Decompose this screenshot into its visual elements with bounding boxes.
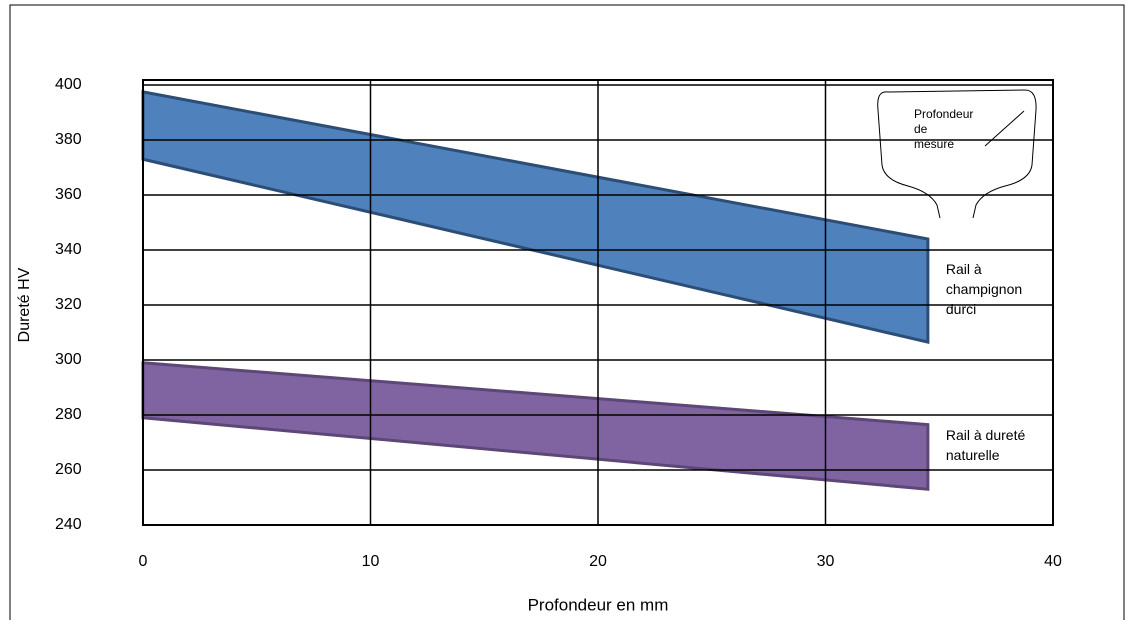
- y-tick-label: 340: [55, 241, 82, 258]
- page: Dureté HV Profondeur en mm Profondeur de…: [0, 0, 1135, 620]
- x-tick-label: 40: [1044, 553, 1062, 570]
- y-tick-label: 260: [55, 461, 82, 478]
- y-tick-label: 280: [55, 406, 82, 423]
- series-label: Rail à champignon durci: [946, 259, 1041, 319]
- y-tick-label: 300: [55, 351, 82, 368]
- series-label: Rail à dureté naturelle: [946, 425, 1041, 465]
- x-axis-title: Profondeur en mm: [528, 595, 669, 614]
- x-tick-label: 10: [362, 553, 380, 570]
- inset-label: Profondeur: [914, 107, 973, 121]
- y-tick-label: 360: [55, 186, 82, 203]
- y-tick-label: 240: [55, 516, 82, 533]
- inset-label: de: [914, 122, 928, 136]
- x-tick-label: 30: [817, 553, 835, 570]
- inset: Profondeur de mesure: [878, 90, 1036, 218]
- y-tick-label: 400: [55, 76, 82, 93]
- x-tick-label: 0: [139, 553, 148, 570]
- x-tick-label: 20: [589, 553, 607, 570]
- y-tick-label: 380: [55, 131, 82, 148]
- y-axis-title: Dureté HV: [16, 267, 33, 342]
- y-tick-label: 320: [55, 296, 82, 313]
